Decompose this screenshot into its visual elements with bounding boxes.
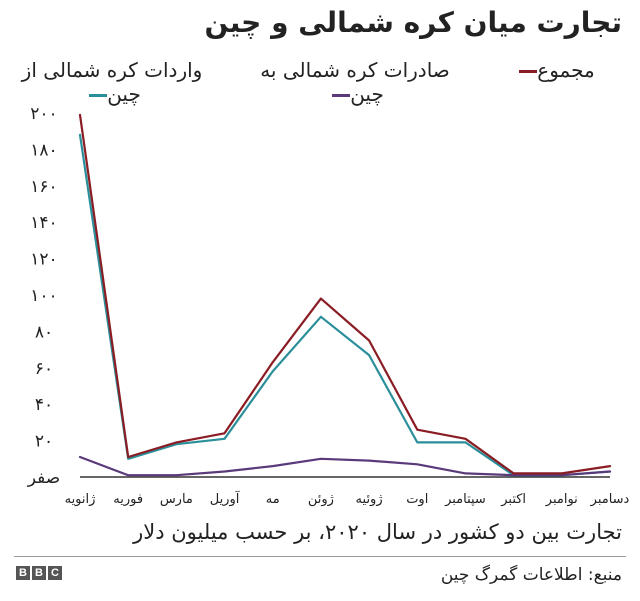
- x-tick-label: ژوئیه: [356, 492, 383, 507]
- legend-item-total: مجموع: [484, 58, 624, 82]
- legend-label-imports: واردات کره شمالی از چین: [21, 58, 203, 106]
- legend-swatch-imports: [89, 94, 108, 97]
- bbc-logo-letter: B: [16, 566, 30, 580]
- legend-item-imports: واردات کره شمالی از چین: [12, 58, 212, 106]
- y-tick-label: ۱۰۰: [30, 286, 57, 306]
- x-tick-label: مارس: [160, 492, 193, 507]
- y-tick-label: ۲۰۰: [30, 104, 57, 124]
- legend-swatch-exports: [332, 94, 351, 97]
- x-tick-label: اوت: [406, 492, 428, 507]
- y-tick-label: ۸۰: [35, 322, 53, 342]
- y-tick-label: ۴۰: [35, 395, 53, 415]
- bbc-logo: B B C: [16, 566, 62, 580]
- y-tick-label: ۲۰: [35, 432, 53, 452]
- legend-label-exports: صادرات کره شمالی به چین: [260, 58, 450, 106]
- legend: مجموع صادرات کره شمالی به چین واردات کره…: [0, 58, 640, 108]
- y-tick-label: ۱۸۰: [30, 140, 57, 160]
- x-tick-label: آوریل: [210, 490, 241, 507]
- y-tick-label: صفر: [27, 468, 60, 488]
- source-note: منبع: اطلاعات گمرگ چین: [440, 565, 622, 585]
- y-tick-label: ۱۴۰: [30, 213, 57, 233]
- chart-title: تجارت میان کره شمالی و چین: [204, 6, 622, 39]
- footer-divider: [14, 556, 626, 557]
- chart-subtitle: تجارت بین دو کشور در سال ۲۰۲۰، بر حسب می…: [133, 520, 622, 544]
- x-tick-label: نوامبر: [545, 492, 578, 507]
- x-tick-label: دسامبر: [590, 492, 630, 507]
- y-tick-label: ۶۰: [35, 359, 53, 379]
- y-tick-label: ۱۶۰: [30, 177, 57, 197]
- x-tick-label: اکتبر: [500, 492, 526, 507]
- series-line-total: [78, 113, 612, 475]
- legend-swatch-total: [519, 70, 538, 73]
- bbc-logo-letter: B: [32, 566, 46, 580]
- line-chart: صفر ۲۰ ۴۰ ۶۰ ۸۰ ۱۰۰ ۱۲۰ ۱۴۰ ۱۶۰ ۱۸۰ ۲۰۰ ژانویه فوریه…: [27, 104, 630, 507]
- series-line-exports: [78, 455, 612, 477]
- legend-label-total: مجموع: [537, 58, 595, 82]
- bbc-logo-letter: C: [48, 566, 62, 580]
- y-tick-label: ۱۲۰: [30, 250, 57, 270]
- x-tick-label: ژانویه: [65, 492, 96, 507]
- legend-item-exports: صادرات کره شمالی به چین: [260, 58, 450, 106]
- x-tick-label: سپتامبر: [444, 492, 486, 507]
- x-tick-label: ژوئن: [308, 492, 334, 507]
- x-tick-label: مه: [266, 492, 280, 507]
- series-line-imports: [78, 133, 612, 477]
- x-tick-label: فوریه: [113, 492, 143, 507]
